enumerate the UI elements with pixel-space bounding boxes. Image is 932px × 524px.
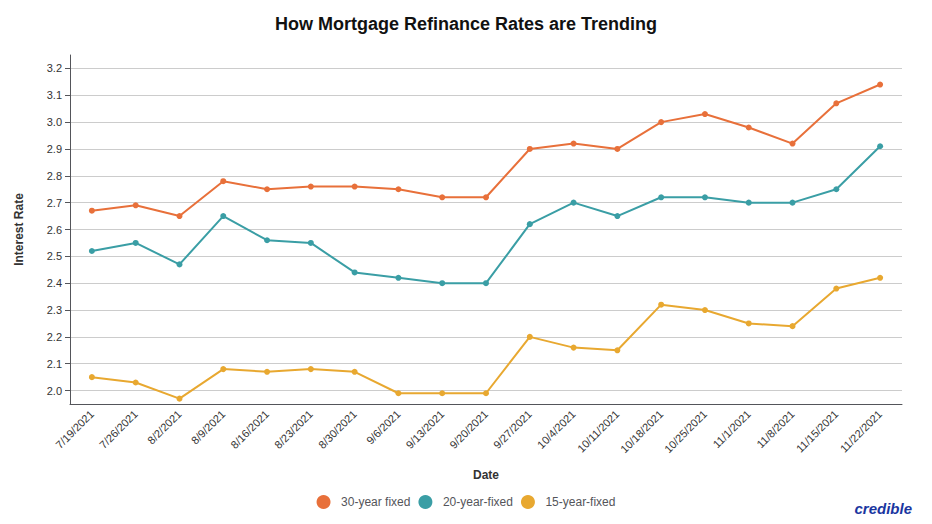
svg-text:2.3: 2.3 [47, 304, 62, 316]
svg-text:3.2: 3.2 [47, 62, 62, 74]
svg-text:11/15/2021: 11/15/2021 [794, 408, 841, 455]
svg-text:2.1: 2.1 [47, 358, 62, 370]
svg-text:8/16/2021: 8/16/2021 [228, 408, 271, 451]
svg-text:11/8/2021: 11/8/2021 [754, 408, 796, 450]
svg-text:8/9/2021: 8/9/2021 [189, 408, 228, 447]
svg-text:2.5: 2.5 [47, 250, 62, 262]
svg-text:7/26/2021: 7/26/2021 [97, 408, 140, 451]
svg-text:7/19/2021: 7/19/2021 [53, 408, 96, 451]
svg-text:11/1/2021: 11/1/2021 [711, 408, 753, 450]
svg-text:3.1: 3.1 [47, 89, 62, 101]
svg-text:2.2: 2.2 [47, 331, 62, 343]
svg-text:2.9: 2.9 [47, 143, 62, 155]
svg-text:15-year-fixed: 15-year-fixed [545, 495, 615, 509]
svg-text:9/27/2021: 9/27/2021 [491, 408, 534, 451]
svg-text:2.4: 2.4 [47, 277, 62, 289]
svg-text:2.6: 2.6 [47, 224, 62, 236]
svg-text:10/4/2021: 10/4/2021 [535, 408, 578, 451]
svg-text:30-year fixed: 30-year fixed [341, 495, 410, 509]
svg-text:8/30/2021: 8/30/2021 [316, 408, 359, 451]
svg-text:credible: credible [854, 500, 912, 517]
svg-text:2.7: 2.7 [47, 197, 62, 209]
svg-text:10/18/2021: 10/18/2021 [618, 408, 665, 455]
svg-text:9/6/2021: 9/6/2021 [364, 408, 403, 447]
svg-text:Date: Date [473, 468, 499, 482]
svg-text:3.0: 3.0 [47, 116, 62, 128]
svg-text:9/13/2021: 9/13/2021 [403, 408, 446, 451]
svg-text:8/23/2021: 8/23/2021 [272, 408, 315, 451]
svg-text:9/20/2021: 9/20/2021 [447, 408, 490, 451]
svg-text:10/25/2021: 10/25/2021 [662, 408, 709, 455]
svg-text:2.8: 2.8 [47, 170, 62, 182]
svg-text:Interest Rate: Interest Rate [12, 193, 26, 266]
svg-text:How Mortgage Refinance Rates a: How Mortgage Refinance Rates are Trendin… [275, 14, 657, 34]
svg-text:2.0: 2.0 [47, 385, 62, 397]
svg-text:8/2/2021: 8/2/2021 [145, 408, 184, 447]
svg-text:20-year-fixed: 20-year-fixed [443, 495, 513, 509]
svg-text:11/22/2021: 11/22/2021 [838, 408, 885, 455]
svg-text:10/11/2021: 10/11/2021 [575, 408, 622, 455]
